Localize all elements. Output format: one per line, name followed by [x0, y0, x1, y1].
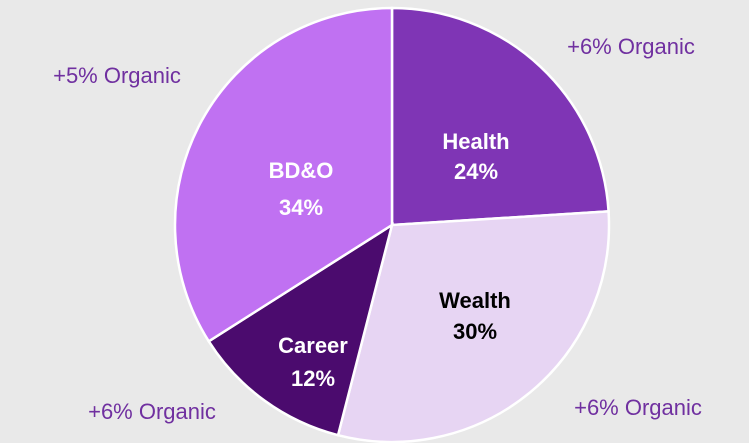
annotation: +6% Organic — [567, 34, 695, 59]
pie-slice — [173, 6, 394, 343]
slice-label: Wealth — [439, 288, 511, 313]
slice-value: 24% — [454, 159, 498, 184]
pie-slice — [336, 210, 611, 443]
slice-label: BD&O — [269, 158, 334, 183]
annotation: +6% Organic — [574, 395, 702, 420]
annotation: +6% Organic — [88, 399, 216, 424]
pie-slice — [390, 6, 610, 227]
slice-value: 34% — [279, 195, 323, 220]
annotation: +5% Organic — [53, 63, 181, 88]
slice-label: Health — [442, 129, 509, 154]
slice-label: Career — [278, 333, 348, 358]
pie-slice — [207, 222, 394, 437]
slice-value: 12% — [291, 366, 335, 391]
slice-value: 30% — [453, 319, 497, 344]
